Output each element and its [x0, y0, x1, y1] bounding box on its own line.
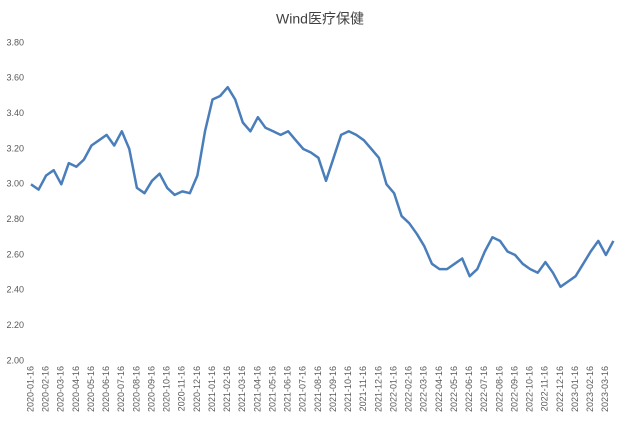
x-tick-label: 2021-04-16	[252, 366, 262, 412]
x-tick-label: 2020-04-16	[71, 366, 81, 412]
y-tick-label: 2.20	[6, 320, 24, 330]
x-tick-label: 2021-06-16	[283, 366, 293, 412]
x-tick-label: 2022-02-16	[404, 366, 414, 412]
x-tick-label: 2021-12-16	[373, 366, 383, 412]
x-tick-label: 2021-11-16	[358, 366, 368, 411]
y-tick-label: 2.60	[6, 249, 24, 259]
y-tick-label: 2.80	[6, 214, 24, 224]
x-tick-label: 2022-04-16	[434, 366, 444, 412]
x-tick-label: 2022-03-16	[419, 366, 429, 412]
x-tick-label: 2021-03-16	[237, 366, 247, 412]
y-tick-label: 3.60	[6, 73, 24, 83]
data-line	[30, 85, 615, 289]
x-tick-label: 2020-03-16	[56, 366, 66, 412]
x-tick-label: 2022-12-16	[555, 366, 565, 412]
x-tick-label: 2021-07-16	[298, 366, 308, 412]
x-tick-label: 2020-06-16	[101, 366, 111, 412]
y-tick-label: 3.40	[6, 108, 24, 118]
x-tick-label: 2020-11-16	[177, 366, 187, 411]
x-tick-label: 2021-08-16	[313, 366, 323, 412]
x-tick-label: 2020-09-16	[146, 366, 156, 412]
x-tick-label: 2023-01-16	[570, 366, 580, 412]
x-tick-label: 2020-05-16	[86, 366, 96, 412]
x-tick-label: 2021-05-16	[267, 366, 277, 412]
x-tick-label: 2020-01-16	[25, 366, 35, 412]
x-tick-label: 2023-03-16	[600, 366, 610, 412]
x-tick-label: 2020-10-16	[162, 366, 172, 412]
y-tick-label: 2.00	[6, 355, 24, 365]
x-tick-label: 2022-11-16	[540, 366, 550, 411]
x-tick-label: 2022-07-16	[479, 366, 489, 412]
x-tick-label: 2022-05-16	[449, 366, 459, 412]
x-tick-label: 2021-01-16	[207, 366, 217, 412]
chart-title: Wind医疗保健	[276, 11, 364, 27]
x-tick-label: 2022-06-16	[464, 366, 474, 412]
x-tick-label: 2020-12-16	[192, 366, 202, 412]
x-tick-label: 2022-08-16	[494, 366, 504, 412]
x-tick-label: 2021-09-16	[328, 366, 338, 412]
x-tick-label: 2022-01-16	[388, 366, 398, 412]
x-tick-label: 2020-02-16	[41, 366, 51, 412]
x-tick-label: 2021-02-16	[222, 366, 232, 412]
x-tick-label: 2022-10-16	[525, 366, 535, 412]
y-tick-label: 3.00	[6, 179, 24, 189]
y-tick-label: 3.20	[6, 143, 24, 153]
x-tick-label: 2020-08-16	[131, 366, 141, 412]
x-tick-label: 2020-07-16	[116, 366, 126, 412]
x-tick-label: 2022-09-16	[509, 366, 519, 412]
y-tick-label: 3.80	[6, 37, 24, 47]
x-tick-label: 2021-10-16	[343, 366, 353, 412]
x-tick-label: 2023-02-16	[585, 366, 595, 412]
y-tick-label: 2.40	[6, 285, 24, 295]
